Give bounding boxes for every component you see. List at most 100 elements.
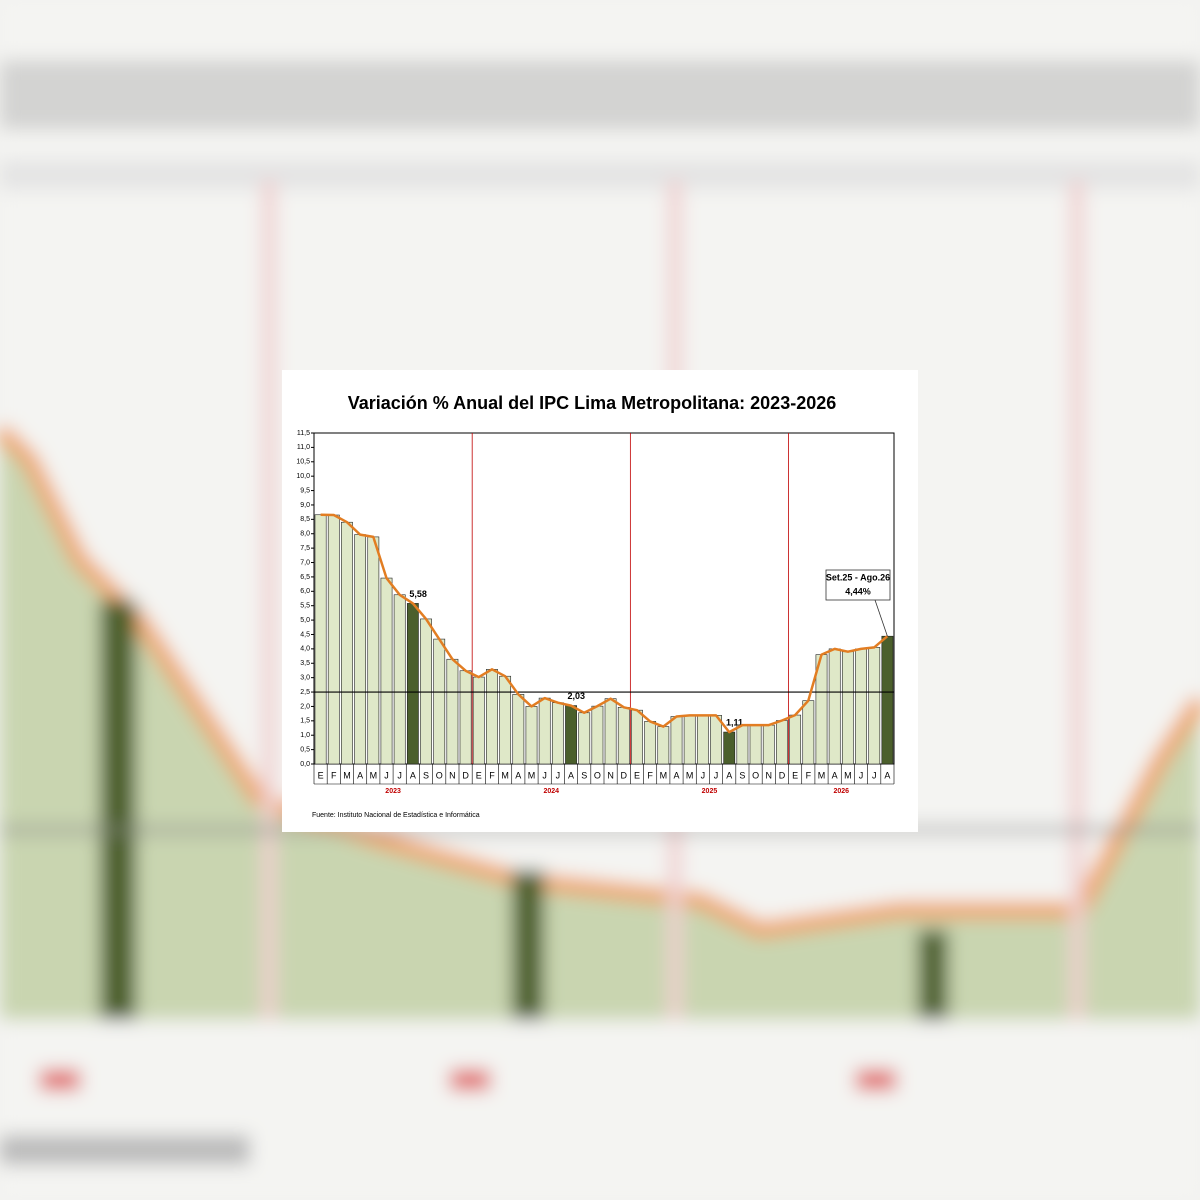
x-tick-label: N (449, 770, 456, 780)
callout-value: 4,44% (845, 586, 871, 596)
bar (499, 675, 512, 765)
x-tick-label: J (542, 770, 547, 780)
y-tick-label: 5,0 (300, 617, 310, 624)
year-label: 2024 (543, 788, 559, 795)
y-tick-label: 10,0 (296, 473, 310, 480)
y-tick-label: 6,0 (300, 588, 310, 595)
bar (406, 603, 419, 765)
bar (525, 706, 538, 765)
data-label: 2,03 (568, 691, 586, 701)
bar (314, 514, 327, 765)
x-tick-label: J (556, 770, 561, 780)
x-tick-label: E (634, 770, 640, 780)
x-tick-label: J (701, 770, 706, 780)
x-tick-label: M (343, 770, 351, 780)
x-tick-label: J (714, 770, 719, 780)
x-tick-label: A (673, 770, 679, 780)
bar (683, 715, 696, 765)
bar (631, 709, 643, 765)
x-tick-label: E (318, 770, 324, 780)
y-tick-label: 1,0 (300, 732, 310, 739)
bar (828, 648, 841, 765)
y-tick-label: 0,0 (300, 761, 310, 768)
bar (868, 647, 881, 765)
y-tick-label: 11,0 (297, 444, 310, 451)
bar (855, 648, 867, 765)
year-label: 2026 (833, 788, 849, 795)
bar (354, 534, 367, 765)
x-tick-label: D (462, 770, 469, 780)
x-tick-label: O (752, 770, 759, 780)
callout-pointer (874, 599, 888, 637)
x-tick-label: S (581, 770, 587, 780)
bar (327, 514, 340, 765)
bar (617, 706, 630, 765)
y-tick-label: 3,5 (300, 660, 310, 667)
x-tick-label: M (818, 770, 826, 780)
y-tick-label: 9,5 (300, 487, 310, 494)
y-tick-label: 0,5 (300, 746, 310, 753)
data-label: 5,58 (409, 589, 427, 599)
bar (446, 658, 459, 765)
bar (604, 698, 617, 765)
x-tick-label: A (832, 770, 838, 780)
bar (657, 726, 670, 765)
x-tick-label: M (370, 770, 378, 780)
x-tick-label: J (384, 770, 389, 780)
x-tick-label: M (686, 770, 694, 780)
year-label: 2023 (385, 788, 401, 795)
x-tick-label: O (594, 770, 601, 780)
trend-line (320, 513, 889, 734)
bar (486, 669, 498, 765)
bar (459, 670, 472, 765)
chart-title: Variación % Anual del IPC Lima Metropoli… (348, 393, 837, 413)
bar (538, 697, 551, 765)
data-label: 1,11 (726, 717, 743, 727)
x-tick-label: A (726, 770, 732, 780)
y-tick-label: 3,0 (300, 674, 310, 681)
bar (380, 577, 393, 765)
bar (736, 724, 749, 765)
x-tick-label: J (859, 770, 864, 780)
bar (776, 720, 788, 765)
x-tick-label: M (501, 770, 509, 780)
x-tick-label: F (331, 770, 337, 780)
bar (644, 721, 657, 765)
bar (723, 731, 736, 765)
x-tick-label: M (844, 770, 852, 780)
x-tick-label: M (660, 770, 668, 780)
bar (472, 676, 485, 765)
x-tick-label: E (476, 770, 482, 780)
callout-title: Set.25 - Ago.26 (826, 572, 890, 582)
y-tick-label: 8,5 (300, 516, 310, 523)
y-tick-label: 4,5 (300, 631, 310, 638)
x-tick-label: E (792, 770, 798, 780)
bar (433, 638, 446, 765)
bar (341, 521, 353, 765)
x-tick-label: A (357, 770, 363, 780)
y-tick-label: 9,0 (300, 502, 310, 509)
bar (393, 594, 406, 765)
x-tick-label: A (568, 770, 574, 780)
bar (789, 714, 802, 765)
y-tick-label: 8,0 (300, 531, 310, 538)
bar (551, 702, 564, 765)
bar (841, 651, 854, 765)
x-tick-label: S (423, 770, 429, 780)
bar (802, 700, 815, 765)
x-tick-label: D (779, 770, 786, 780)
y-tick-label: 5,5 (300, 603, 310, 610)
bar (749, 724, 762, 765)
y-tick-label: 6,5 (300, 574, 310, 581)
x-tick-label: O (436, 770, 443, 780)
year-label: 2025 (702, 788, 718, 795)
x-tick-label: F (489, 770, 495, 780)
bar (512, 694, 525, 765)
bar (670, 716, 683, 765)
bar (578, 712, 591, 765)
x-tick-label: S (739, 770, 745, 780)
bar (591, 705, 604, 765)
source-note: Fuente: Instituto Nacional de Estadístic… (312, 812, 480, 819)
bar (710, 715, 722, 765)
